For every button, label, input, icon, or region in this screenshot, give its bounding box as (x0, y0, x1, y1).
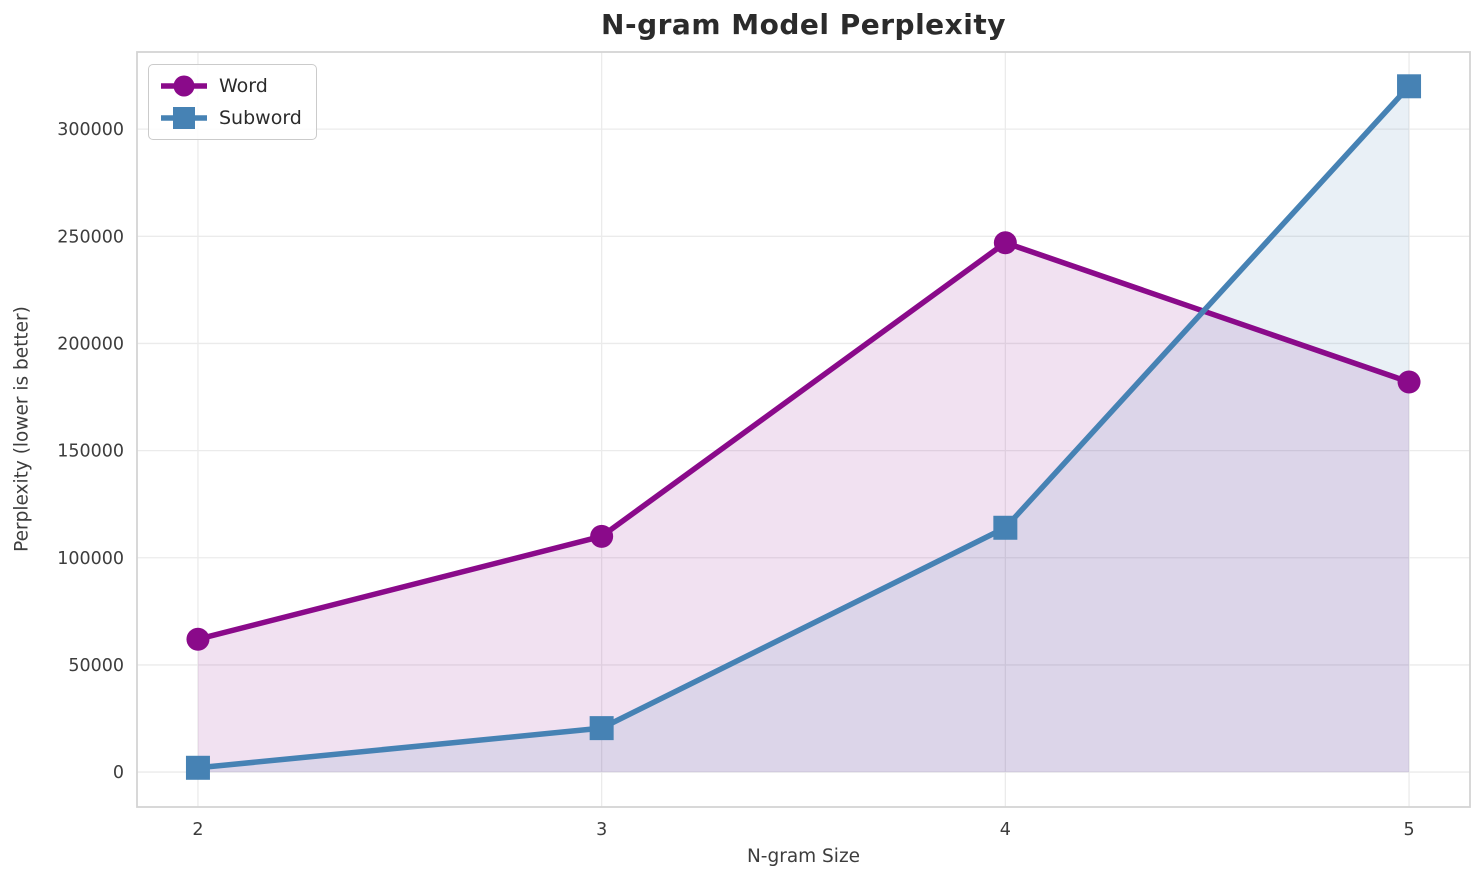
chart-title: N-gram Model Perplexity (601, 8, 1006, 41)
legend-item-subword: Subword (158, 104, 302, 132)
svg-text:50000: 50000 (68, 656, 124, 676)
svg-text:0: 0 (113, 763, 124, 783)
legend-label-subword: Subword (219, 107, 302, 129)
legend-item-word: Word (158, 72, 302, 100)
svg-text:5: 5 (1403, 820, 1414, 840)
legend-label-word: Word (219, 75, 268, 97)
subword-marker-icon (161, 107, 207, 129)
svg-text:150000: 150000 (57, 442, 124, 462)
svg-text:4: 4 (1000, 820, 1011, 840)
y-axis-label: Perplexity (lower is better) (11, 306, 33, 552)
svg-text:3: 3 (596, 820, 607, 840)
svg-text:100000: 100000 (57, 549, 124, 569)
svg-text:250000: 250000 (57, 227, 124, 247)
svg-text:200000: 200000 (57, 334, 124, 354)
svg-text:300000: 300000 (57, 120, 124, 140)
svg-text:2: 2 (192, 820, 203, 840)
word-marker-icon (161, 75, 207, 97)
x-axis-label: N-gram Size (746, 846, 861, 867)
legend: Word Subword (148, 64, 317, 140)
